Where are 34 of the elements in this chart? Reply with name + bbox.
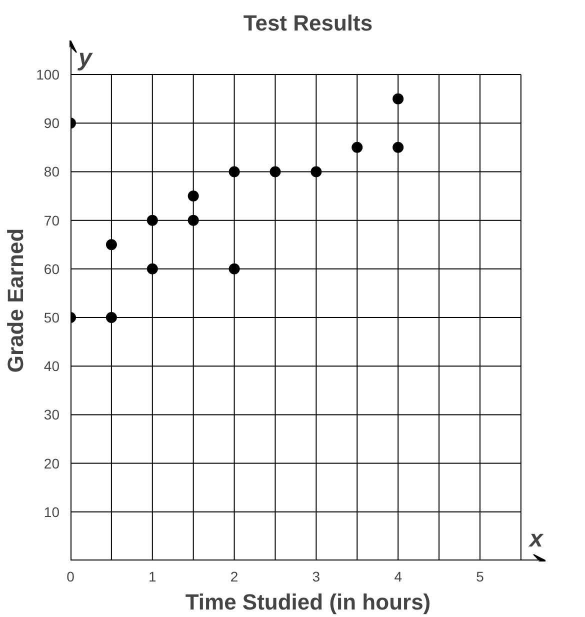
annotation: y bbox=[78, 44, 94, 72]
x-axis-title: Time Studied (in hours) bbox=[185, 590, 431, 614]
point bbox=[228, 166, 240, 178]
y-tick-label: 80 bbox=[44, 164, 60, 180]
annotation: x bbox=[528, 526, 544, 552]
x-tick-label: 5 bbox=[476, 568, 484, 584]
y-tick-label: 60 bbox=[44, 260, 60, 277]
y-tick-label: 40 bbox=[44, 358, 60, 374]
point bbox=[352, 142, 363, 153]
y-tick-label: 100 bbox=[36, 66, 60, 83]
point bbox=[146, 263, 158, 274]
y-axis-title: Grade Earned bbox=[3, 228, 28, 373]
y-tick-label: 70 bbox=[44, 212, 60, 228]
x-tick-label: 3 bbox=[312, 568, 320, 584]
point bbox=[310, 166, 322, 178]
point bbox=[188, 190, 199, 202]
y-tick-label: 30 bbox=[44, 406, 60, 423]
y-tick-label: 50 bbox=[44, 310, 60, 326]
chart-title: Test Results bbox=[243, 10, 373, 36]
x-tick-label: 2 bbox=[230, 568, 238, 584]
point bbox=[106, 239, 117, 250]
y-tick-label: 20 bbox=[44, 455, 60, 472]
point bbox=[188, 214, 199, 226]
x-tick-label: 0 bbox=[66, 568, 75, 584]
x-tick-label: 1 bbox=[148, 568, 157, 584]
point bbox=[392, 142, 404, 153]
point bbox=[228, 263, 240, 274]
point bbox=[270, 166, 281, 178]
point bbox=[392, 93, 404, 104]
y-tick-label: 10 bbox=[44, 504, 60, 520]
point bbox=[106, 312, 117, 323]
y-tick-label: 90 bbox=[44, 115, 60, 132]
x-tick-label: 4 bbox=[394, 568, 402, 584]
point bbox=[146, 214, 158, 226]
